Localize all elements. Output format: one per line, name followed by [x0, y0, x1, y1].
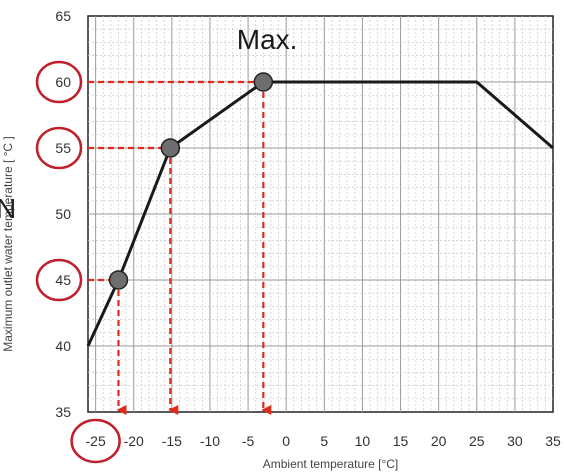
y-tick-label: 60: [55, 74, 71, 90]
x-tick-label: 0: [282, 433, 290, 449]
x-tick-label: 30: [507, 433, 523, 449]
grid: [87, 15, 554, 413]
tick-labels: -25 -20 -15 -10 -5 0 5 10 15 20 25 30 35 35 40 45 50 55 60…: [55, 8, 561, 449]
y-tick-highlight-circle: [35, 258, 83, 302]
y-tick-highlight-circle: [35, 60, 83, 104]
guide-lines: [88, 80, 272, 415]
y-tick-label: 40: [55, 338, 71, 354]
x-tick-label: -15: [162, 433, 182, 449]
data-point: [253, 72, 274, 92]
y-tick-label: 50: [55, 206, 71, 222]
y-axis-label: Maximum outlet water temperature [ °C ]: [1, 136, 15, 352]
x-tick-label: -5: [242, 433, 255, 449]
x-tick-label: 5: [320, 433, 328, 449]
x-tick-label: 20: [431, 433, 447, 449]
series-line: [86, 80, 554, 347]
x-tick-label: -20: [124, 433, 144, 449]
x-tick-label: 35: [545, 433, 561, 449]
y-tick-label: 35: [55, 404, 71, 420]
x-tick-label: 25: [469, 433, 485, 449]
data-markers: [108, 72, 274, 290]
partial-left-text: N: [0, 193, 16, 224]
y-tick-highlight-circle: [35, 126, 83, 170]
x-tick-label: 10: [355, 433, 371, 449]
tick-highlights: [35, 60, 121, 464]
max-annotation: Max.: [237, 24, 298, 55]
x-axis-label: Ambient temperature [°C]: [263, 457, 399, 471]
data-point: [108, 270, 129, 290]
x-tick-label: -25: [86, 433, 106, 449]
data-point: [160, 138, 181, 158]
y-tick-label: 45: [55, 272, 71, 288]
x-tick-label: 15: [393, 433, 409, 449]
y-tick-label: 65: [55, 8, 71, 24]
x-tick-highlight-circle: [70, 418, 121, 464]
data-line: [86, 80, 554, 347]
y-tick-label: 55: [55, 140, 71, 156]
x-tick-label: -10: [200, 433, 220, 449]
